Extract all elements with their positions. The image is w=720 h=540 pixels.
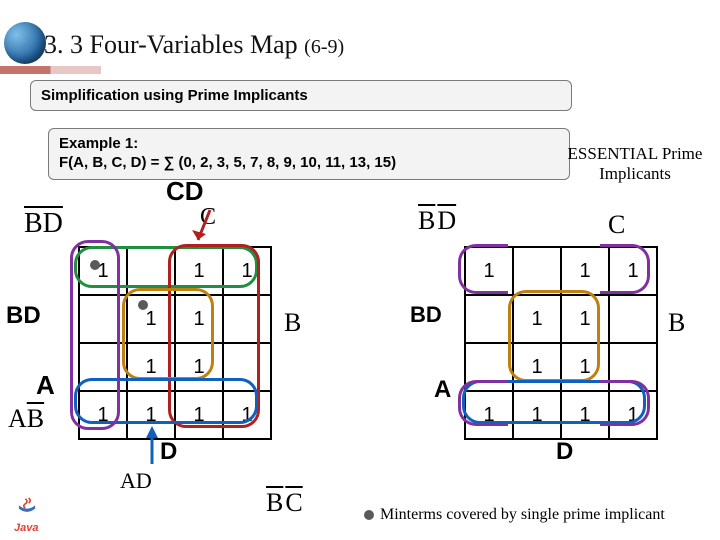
globe-icon — [4, 22, 46, 64]
essential-l2: Implicants — [560, 164, 710, 184]
example-line1: Example 1: — [59, 135, 559, 154]
bullet-icon — [364, 510, 374, 520]
footnote: Minterms covered by single prime implica… — [364, 506, 665, 524]
java-cup-icon — [14, 497, 40, 517]
label-bd-right: BD — [410, 302, 442, 328]
kmap-right-cell — [609, 295, 657, 343]
label-ab-bar: AB — [8, 404, 44, 434]
label-a-right: A — [434, 376, 451, 404]
kmap-right-cell — [465, 295, 513, 343]
label-b-right-left: B — [284, 308, 301, 338]
essential-l1: ESSENTIAL Prime — [560, 144, 710, 164]
label-c-right: C — [608, 210, 625, 240]
label-cd-top: CD — [166, 176, 204, 207]
minterm-dot — [138, 300, 148, 310]
label-d-right: D — [556, 438, 573, 466]
label-b-right: B — [668, 308, 685, 338]
footnote-text: Minterms covered by single prime implica… — [380, 506, 665, 523]
example-line2: F(A, B, C, D) = ∑ (0, 2, 3, 5, 7, 8, 9, … — [59, 154, 559, 173]
essential-prime-label: ESSENTIAL Prime Implicants — [560, 144, 710, 184]
label-bd-left: BD — [6, 302, 41, 330]
loop-purple-right-b — [458, 380, 508, 426]
loop-orange — [122, 288, 214, 380]
label-bcbar: BC — [266, 488, 303, 518]
kmap-right-cell — [513, 247, 561, 295]
callout-simplification: Simplification using Prime Implicants — [30, 80, 572, 111]
accent-bar — [0, 66, 720, 74]
callout-example: Example 1: F(A, B, C, D) = ∑ (0, 2, 3, 5… — [48, 128, 570, 180]
label-bdbar-left: BD — [24, 208, 63, 240]
slide: 3. 3 Four-Variables Map (6-9) Simplifica… — [0, 0, 720, 540]
title-sub: (6-9) — [304, 36, 344, 58]
loop-purple-right-a — [458, 244, 508, 294]
minterm-dot — [90, 260, 100, 270]
label-a-left: A — [36, 370, 55, 401]
loop-orange-right — [508, 290, 600, 382]
slide-title: 3. 3 Four-Variables Map (6-9) — [44, 30, 344, 60]
java-logo: Java — [14, 497, 40, 534]
arrow-ad-icon — [144, 424, 168, 470]
label-ad: AD — [120, 468, 152, 494]
loop-purple-right-d — [600, 380, 650, 426]
title-main: 3. 3 Four-Variables Map — [44, 30, 298, 59]
label-bdbar-right: BD — [418, 206, 456, 236]
loop-purple-right-c — [600, 244, 650, 294]
